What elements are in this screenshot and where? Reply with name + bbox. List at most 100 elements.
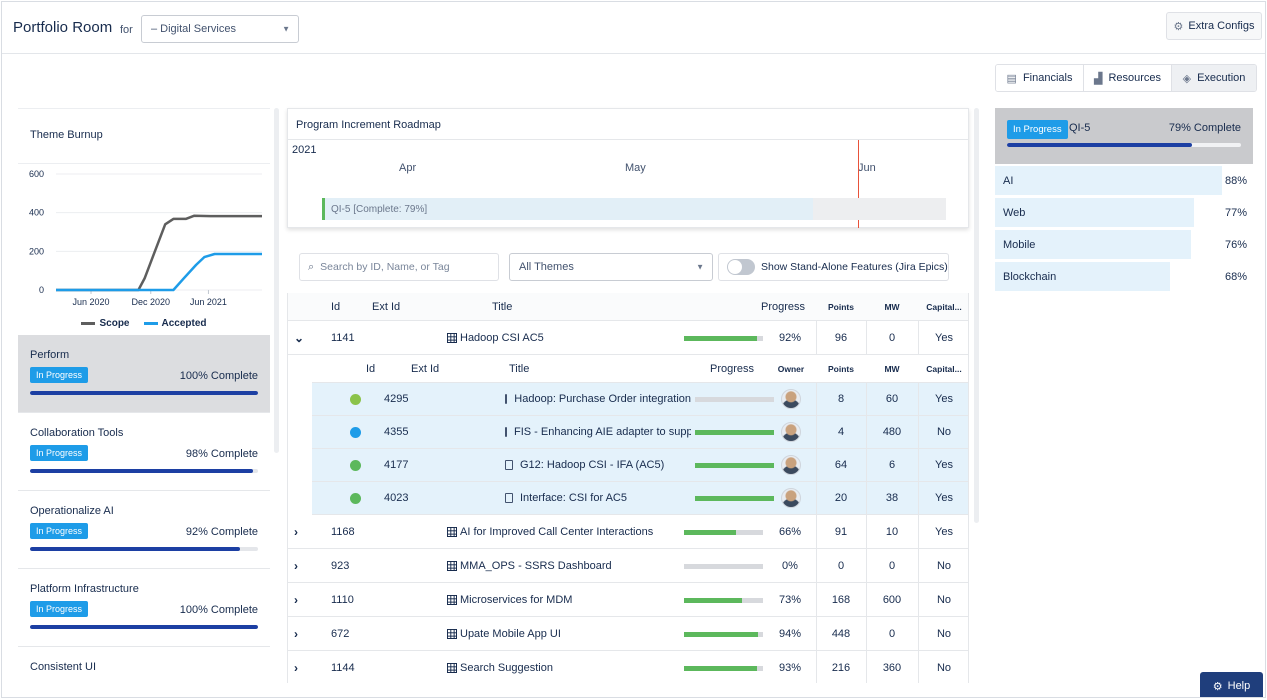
status-badge: In Progress: [30, 367, 89, 383]
increment-theme-fill: [995, 198, 1194, 227]
row-progress-text: 92%: [778, 331, 802, 344]
increment-theme-name: Blockchain: [1003, 271, 1057, 283]
sub-col-id[interactable]: Id: [366, 362, 376, 375]
theme-card-consistent-ui[interactable]: Consistent UI: [18, 647, 270, 682]
increment-theme-pct: 68%: [1224, 271, 1247, 283]
table-row[interactable]: › 1144 Search Suggestion 93% 216 360 No: [288, 651, 968, 683]
row-mw: 0: [888, 627, 896, 640]
chevron-right-icon[interactable]: ›: [294, 524, 298, 539]
sub-col-ext-id[interactable]: Ext Id: [411, 362, 440, 375]
table-row[interactable]: › 1110 Microservices for MDM 73% 168 600…: [288, 583, 968, 617]
increment-summary: In Progress QI-5 79% Complete: [995, 108, 1253, 164]
tab-resources[interactable]: ▟ Resources: [1084, 65, 1172, 91]
row-progress-fill: [684, 335, 757, 341]
child-row[interactable]: 4295 Hadoop: Purchase Order integration …: [312, 383, 968, 416]
avatar[interactable]: [781, 455, 801, 475]
increment-theme-row[interactable]: AI 88%: [995, 166, 1253, 196]
center-scrollbar[interactable]: [974, 108, 979, 523]
increment-bar[interactable]: QI-5 [Complete: 79%]: [322, 198, 946, 220]
themes-select[interactable]: All Themes ▼: [509, 253, 713, 281]
row-title[interactable]: Microservices for MDM: [447, 583, 572, 616]
avatar[interactable]: [781, 488, 801, 508]
sub-col-owner[interactable]: Owner: [777, 363, 805, 374]
avatar[interactable]: [781, 422, 801, 442]
row-title-text: Upate Mobile App UI: [460, 627, 561, 640]
y-tick-label: 200: [29, 246, 44, 256]
chevron-right-icon[interactable]: ›: [294, 558, 298, 573]
row-points: 91: [834, 525, 848, 538]
row-title[interactable]: Hadoop CSI AC5: [447, 321, 544, 354]
grid-icon: [447, 662, 457, 673]
row-progress-text: 93%: [778, 661, 802, 674]
child-title[interactable]: FIS - Enhancing AIE adapter to suppo: [505, 416, 691, 448]
increment-theme-row[interactable]: Web 77%: [995, 198, 1253, 228]
sub-col-title[interactable]: Title: [509, 362, 530, 375]
row-points: 216: [831, 661, 851, 674]
child-title[interactable]: G12: Hadoop CSI - IFA (AC5): [505, 449, 691, 481]
col-progress[interactable]: Progress: [761, 300, 806, 313]
help-button[interactable]: ⚙ Help: [1200, 672, 1263, 697]
col-points[interactable]: Points: [828, 301, 854, 312]
theme-card-collaboration-tools[interactable]: Collaboration Tools In Progress 98% Comp…: [18, 413, 270, 491]
child-title-text: G12: Hadoop CSI - IFA (AC5): [520, 459, 665, 471]
standalone-features-toggle[interactable]: [727, 259, 755, 275]
search-input[interactable]: ⌕ Search by ID, Name, or Tag: [299, 253, 499, 281]
table-row-expanded[interactable]: ⌄ 1141 Hadoop CSI AC5 92% 96 0 Yes: [288, 321, 968, 355]
child-row[interactable]: 4355 FIS - Enhancing AIE adapter to supp…: [312, 416, 968, 449]
avatar[interactable]: [781, 389, 801, 409]
theme-card-perform[interactable]: Perform In Progress 100% Complete: [18, 335, 270, 413]
child-title[interactable]: Interface: CSI for AC5: [505, 482, 691, 514]
col-capital[interactable]: Capital...: [926, 301, 962, 312]
row-title[interactable]: MMA_OPS - SSRS Dashboard: [447, 549, 612, 582]
table-row[interactable]: › 672 Upate Mobile App UI 94% 448 0 No: [288, 617, 968, 651]
chevron-right-icon[interactable]: ›: [294, 592, 298, 607]
table-row[interactable]: › 923 MMA_OPS - SSRS Dashboard 0% 0 0 No: [288, 549, 968, 583]
chevron-right-icon[interactable]: ›: [294, 660, 298, 675]
sub-col-capital[interactable]: Capital...: [926, 363, 962, 374]
col-mw[interactable]: MW: [884, 301, 900, 312]
tab-financials[interactable]: ▤ Financials: [996, 65, 1084, 91]
increment-theme-row[interactable]: Mobile 76%: [995, 230, 1253, 260]
standalone-features-label: Show Stand-Alone Features (Jira Epics): [761, 261, 948, 273]
increment-theme-pct: 77%: [1224, 207, 1247, 219]
child-progress-fill: [695, 463, 774, 468]
themes-select-value: All Themes: [519, 261, 574, 273]
increment-theme-row[interactable]: Blockchain 68%: [995, 262, 1253, 292]
tab-resources-label: Resources: [1108, 72, 1162, 84]
row-title[interactable]: Search Suggestion: [447, 651, 553, 683]
col-id[interactable]: Id: [331, 300, 341, 313]
child-points: 20: [834, 492, 848, 504]
child-row[interactable]: 4023 Interface: CSI for AC5 20 38 Yes: [312, 482, 968, 515]
chart-legend: Scope Accepted: [18, 318, 270, 329]
sub-col-mw[interactable]: MW: [884, 363, 900, 374]
col-title[interactable]: Title: [492, 300, 513, 313]
y-tick-label: 0: [39, 285, 44, 295]
increment-theme-name: Mobile: [1003, 239, 1036, 251]
row-progress: [684, 617, 763, 650]
theme-panel: Theme Burnup 0 200 400 600 Jun 2020 Dec 2020 J…: [18, 108, 270, 682]
sub-col-progress[interactable]: Progress: [710, 362, 755, 375]
sub-col-points[interactable]: Points: [828, 363, 854, 374]
chevron-right-icon[interactable]: ›: [294, 626, 298, 641]
row-id: 923: [331, 559, 350, 572]
table-row[interactable]: › 1168 AI for Improved Call Center Inter…: [288, 515, 968, 549]
theme-card-platform-infrastructure[interactable]: Platform Infrastructure In Progress 100%…: [18, 569, 270, 647]
extra-configs-button[interactable]: ⚙ Extra Configs: [1166, 12, 1262, 40]
help-icon: ⚙: [1212, 680, 1223, 693]
theme-progress-bar: [30, 391, 258, 395]
child-row[interactable]: 4177 G12: Hadoop CSI - IFA (AC5) 64 6 Ye…: [312, 449, 968, 482]
view-tabs: ▤ Financials ▟ Resources ◈ Execution: [995, 64, 1257, 92]
row-title[interactable]: AI for Improved Call Center Interactions: [447, 515, 653, 548]
row-title[interactable]: Upate Mobile App UI: [447, 617, 561, 650]
col-ext-id[interactable]: Ext Id: [372, 300, 401, 313]
theme-progress-fill: [30, 469, 254, 473]
portfolio-select[interactable]: – Digital Services ▼: [141, 15, 299, 43]
child-title[interactable]: Hadoop: Purchase Order integration: [505, 383, 691, 415]
chevron-down-icon[interactable]: ⌄: [294, 330, 305, 345]
left-scrollbar[interactable]: [274, 108, 279, 453]
theme-progress-bar: [30, 469, 258, 473]
tab-execution[interactable]: ◈ Execution: [1172, 65, 1256, 91]
y-tick-label: 400: [29, 208, 44, 218]
theme-card-operationalize-ai[interactable]: Operationalize AI In Progress 92% Comple…: [18, 491, 270, 569]
